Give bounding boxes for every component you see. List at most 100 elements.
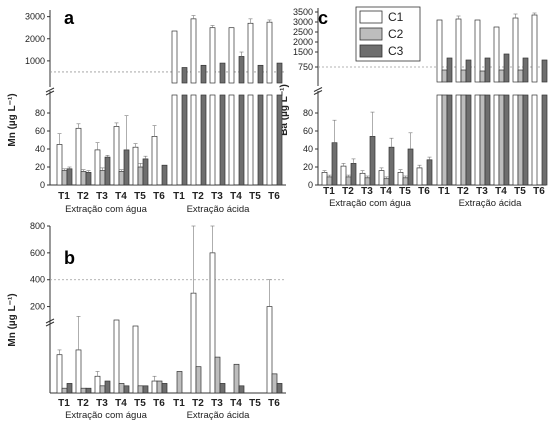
- group-label-b-acid: Extração ácida: [187, 410, 251, 421]
- x-tick-label-a: T4: [230, 191, 242, 202]
- x-tick-label-c: T5: [399, 186, 411, 197]
- x-tick-label-b: T4: [115, 398, 127, 409]
- x-tick-label-b: T5: [249, 398, 261, 409]
- bar-c-acida-C2: [441, 94, 448, 186]
- x-tick-label-b: T1: [173, 398, 185, 409]
- bar-c-agua-C1: [378, 170, 385, 186]
- y-tick-label-a: 20: [35, 162, 45, 172]
- bar-c-agua-C3: [331, 142, 338, 186]
- bar-a-acida-C3: [181, 94, 188, 186]
- axis-break-mark-a: [45, 87, 55, 93]
- x-tick-label-c: T3: [361, 186, 373, 197]
- panel-label-b: b: [64, 248, 75, 268]
- y-tick-label-c: 3000: [293, 17, 313, 27]
- group-label-c-water: Extração com água: [329, 198, 412, 209]
- bar-c-acida-C3: [541, 94, 548, 186]
- bar-b-acida-C2: [195, 366, 202, 394]
- bar-a-acida-C1: [190, 94, 197, 186]
- x-tick-label-c: T2: [457, 186, 469, 197]
- x-tick-label-c: T6: [418, 186, 430, 197]
- bar-b-agua-C2: [99, 385, 106, 394]
- legend-label-c2: C2: [388, 27, 404, 41]
- bar-c-acida-C1-upper: [493, 26, 500, 83]
- bar-a-agua-C2: [99, 170, 106, 186]
- y-tick-label-c: 2000: [293, 37, 313, 47]
- y-tick-label-c: 1500: [293, 47, 313, 57]
- x-tick-label-c: T5: [514, 186, 526, 197]
- bar-b-acida-C2: [214, 356, 221, 394]
- bar-b-agua-C3: [123, 385, 130, 394]
- bar-b-acida-C1: [190, 292, 197, 394]
- bar-c-acida-C2-upper: [441, 69, 448, 83]
- bar-b-acida-C2: [271, 373, 278, 394]
- bar-c-acida-C3-upper: [484, 57, 491, 83]
- bar-a-acida-C1-upper: [209, 27, 216, 84]
- y-axis-label-c: Ba (µg L⁻¹): [279, 84, 290, 136]
- bar-b-acida-C2: [176, 371, 183, 394]
- bar-c-acida-C3: [503, 94, 510, 186]
- bar-c-acida-C3: [522, 94, 529, 186]
- bar-c-agua-C3: [350, 163, 357, 186]
- x-tick-label-c: T3: [476, 186, 488, 197]
- bar-a-acida-C1-upper: [247, 22, 254, 84]
- bar-c-acida-C2: [498, 94, 505, 186]
- bar-a-agua-C1: [151, 136, 158, 186]
- bar-a-acida-C1-upper: [171, 30, 178, 84]
- bar-a-agua-C1: [75, 127, 82, 186]
- bar-c-agua-C3: [369, 136, 376, 186]
- x-tick-label-a: T6: [153, 191, 165, 202]
- bar-a-acida-C1: [228, 94, 235, 186]
- bar-b-agua-C1: [151, 380, 158, 394]
- y-tick-label-a: 80: [35, 108, 45, 118]
- x-tick-label-a: T5: [249, 191, 261, 202]
- axis-break-mark-c: [313, 90, 323, 95]
- panel-label-a: a: [64, 8, 75, 28]
- bar-c-acida-C1-upper: [474, 19, 481, 83]
- bar-b-acida-C1: [266, 306, 273, 394]
- bar-c-agua-C1: [359, 172, 366, 186]
- bar-a-agua-C1: [94, 149, 101, 186]
- bar-c-agua-C2: [383, 178, 390, 186]
- bar-c-acida-C3-upper: [503, 53, 510, 83]
- x-tick-label-b: T6: [268, 398, 280, 409]
- group-label-a-water: Extração com água: [65, 204, 148, 215]
- x-tick-label-a: T3: [96, 191, 108, 202]
- bar-a-acida-C3-upper: [181, 67, 188, 84]
- x-tick-label-a: T1: [58, 191, 70, 202]
- bar-c-acida-C1: [493, 94, 500, 186]
- bar-c-acida-C2-upper: [479, 70, 486, 83]
- x-tick-label-a: T6: [268, 191, 280, 202]
- bar-b-agua-C2: [137, 385, 144, 394]
- bar-c-acida-C3: [484, 94, 491, 186]
- bar-b-agua-C3: [85, 387, 92, 394]
- bar-b-agua-C1: [94, 375, 101, 394]
- axis-break-mark-b: [45, 321, 55, 327]
- x-tick-label-c: T1: [438, 186, 450, 197]
- bar-c-acida-C1: [474, 94, 481, 186]
- y-tick-label-c: 40: [303, 144, 313, 154]
- bar-a-acida-C1-upper: [266, 21, 273, 84]
- bar-c-agua-C3: [407, 148, 414, 186]
- bar-c-acida-C2-upper: [460, 69, 467, 83]
- bar-c-agua-C2: [345, 176, 352, 186]
- bar-c-acida-C3: [465, 94, 472, 186]
- bar-a-acida-C3: [238, 94, 245, 186]
- bar-b-acida-C2: [233, 363, 240, 394]
- legend-swatch-c2: [359, 27, 383, 41]
- bar-a-agua-C2: [137, 166, 144, 186]
- x-tick-label-c: T4: [495, 186, 507, 197]
- x-tick-label-b: T5: [134, 398, 146, 409]
- legend-swatch-c1: [359, 10, 383, 24]
- bar-c-acida-C3-upper: [541, 59, 548, 83]
- bar-b-agua-C1: [132, 325, 139, 394]
- bar-c-agua-C2: [364, 177, 371, 186]
- bar-a-agua-C3: [142, 158, 149, 186]
- bar-a-acida-C1: [209, 94, 216, 186]
- bar-b-agua-C1: [75, 349, 82, 394]
- bar-b-agua-C3: [142, 385, 149, 394]
- bar-c-acida-C3-upper: [446, 57, 453, 83]
- bar-b-acida-C3: [238, 385, 245, 394]
- bar-c-agua-C2: [402, 177, 409, 186]
- bar-b-agua-C3: [66, 383, 73, 394]
- bar-c-acida-C3-upper: [465, 59, 472, 83]
